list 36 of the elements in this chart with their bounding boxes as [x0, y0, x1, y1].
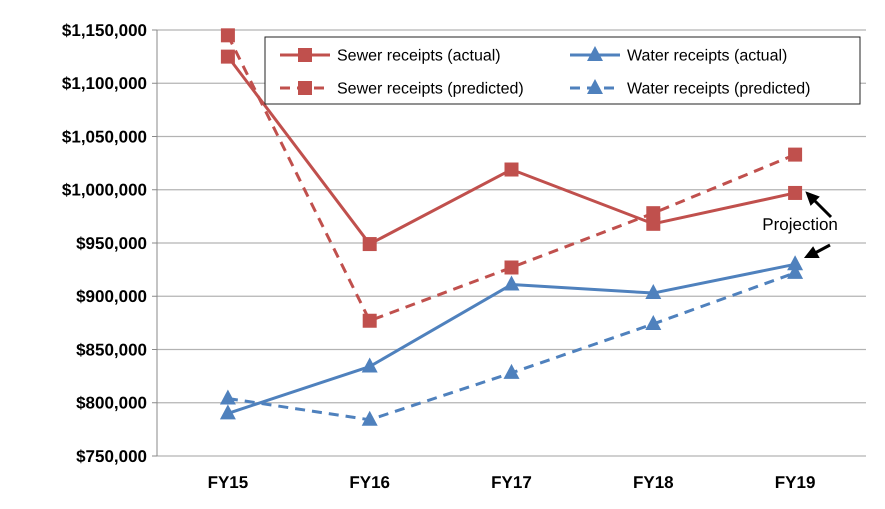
point [645, 284, 662, 300]
x-tick-label: FY17 [491, 473, 532, 492]
y-tick-label: $1,050,000 [62, 127, 147, 146]
point [504, 162, 518, 177]
point [220, 389, 236, 404]
point [362, 314, 377, 328]
point [220, 28, 235, 42]
point [788, 186, 802, 200]
legend-label: Sewer receipts (actual) [337, 48, 501, 65]
point [504, 364, 520, 379]
y-tick-label: $850,000 [76, 340, 147, 360]
legend-label: Water receipts (actual) [627, 48, 788, 65]
y-tick-label: $750,000 [76, 446, 147, 466]
point [645, 314, 662, 330]
x-tick-label: FY19 [774, 473, 816, 492]
legend-label: Sewer receipts (predicted) [337, 80, 524, 98]
point [362, 358, 378, 373]
point [362, 410, 378, 426]
annotation: Projection [762, 215, 838, 234]
y-tick-label: $1,100,000 [62, 74, 147, 94]
y-tick-label: $800,000 [76, 394, 147, 413]
y-tick-label: $950,000 [76, 234, 147, 253]
legend-label: Water receipts (predicted) [627, 80, 810, 98]
x-tick-label: FY15 [208, 473, 248, 492]
y-tick-label: $1,000,000 [62, 180, 147, 200]
y-tick-label: $1,150,000 [62, 20, 147, 40]
x-tick-label: FY18 [632, 473, 674, 492]
point [788, 148, 802, 162]
point [220, 50, 235, 64]
x-tick-label: FY16 [349, 473, 390, 492]
point [362, 237, 377, 252]
point [220, 404, 236, 420]
y-tick-label: $900,000 [76, 287, 147, 306]
point [504, 276, 520, 291]
point [504, 260, 518, 274]
point [646, 206, 660, 220]
